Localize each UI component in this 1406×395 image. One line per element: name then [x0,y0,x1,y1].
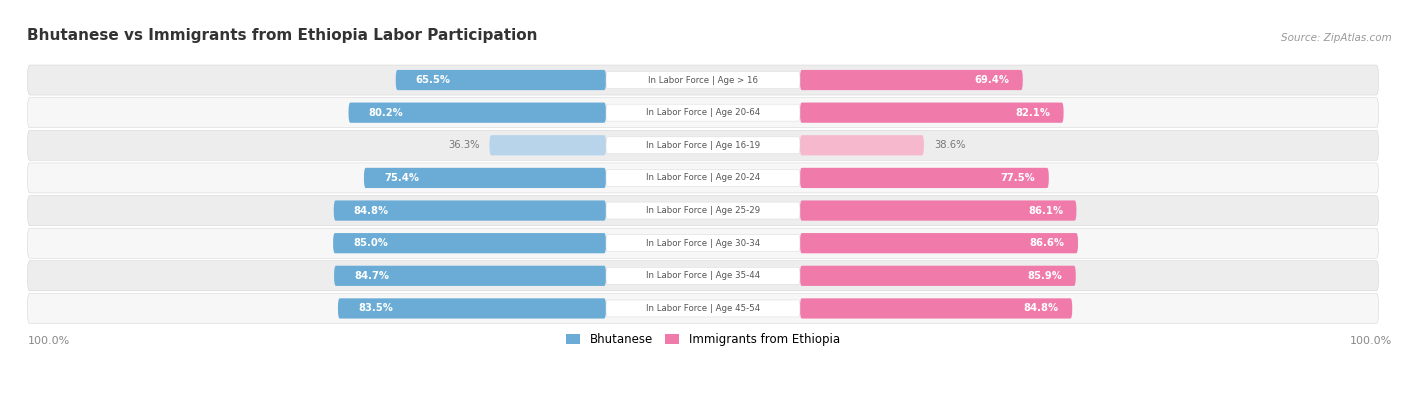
Text: 85.9%: 85.9% [1028,271,1063,281]
Text: In Labor Force | Age 25-29: In Labor Force | Age 25-29 [645,206,761,215]
Text: 38.6%: 38.6% [934,140,966,150]
FancyBboxPatch shape [333,233,606,253]
FancyBboxPatch shape [28,98,1378,128]
FancyBboxPatch shape [606,71,800,88]
FancyBboxPatch shape [28,65,1378,95]
Text: 75.4%: 75.4% [384,173,419,183]
FancyBboxPatch shape [28,196,1378,226]
FancyBboxPatch shape [349,103,606,123]
FancyBboxPatch shape [606,169,800,186]
Text: In Labor Force | Age > 16: In Labor Force | Age > 16 [648,75,758,85]
Text: In Labor Force | Age 16-19: In Labor Force | Age 16-19 [645,141,761,150]
FancyBboxPatch shape [364,168,606,188]
FancyBboxPatch shape [800,70,1022,90]
Text: 100.0%: 100.0% [28,336,70,346]
FancyBboxPatch shape [606,104,800,121]
FancyBboxPatch shape [606,267,800,284]
FancyBboxPatch shape [333,200,606,221]
Text: 69.4%: 69.4% [974,75,1010,85]
Text: 65.5%: 65.5% [416,75,451,85]
Text: 100.0%: 100.0% [1350,336,1392,346]
Text: 77.5%: 77.5% [1001,173,1035,183]
FancyBboxPatch shape [335,266,606,286]
FancyBboxPatch shape [489,135,606,155]
FancyBboxPatch shape [28,261,1378,291]
Text: 86.6%: 86.6% [1029,238,1064,248]
Text: 83.5%: 83.5% [359,303,392,314]
Text: 85.0%: 85.0% [353,238,388,248]
FancyBboxPatch shape [800,266,1076,286]
Text: Source: ZipAtlas.com: Source: ZipAtlas.com [1281,34,1392,43]
FancyBboxPatch shape [800,135,924,155]
Text: 82.1%: 82.1% [1015,108,1050,118]
Text: 84.8%: 84.8% [354,205,389,216]
FancyBboxPatch shape [606,235,800,252]
Text: 84.8%: 84.8% [1024,303,1059,314]
FancyBboxPatch shape [28,293,1378,324]
Text: 80.2%: 80.2% [368,108,404,118]
FancyBboxPatch shape [28,130,1378,160]
FancyBboxPatch shape [395,70,606,90]
FancyBboxPatch shape [800,298,1073,318]
FancyBboxPatch shape [800,103,1063,123]
Text: 86.1%: 86.1% [1028,205,1063,216]
Text: In Labor Force | Age 45-54: In Labor Force | Age 45-54 [645,304,761,313]
Legend: Bhutanese, Immigrants from Ethiopia: Bhutanese, Immigrants from Ethiopia [561,328,845,351]
Text: 36.3%: 36.3% [449,140,479,150]
FancyBboxPatch shape [337,298,606,318]
FancyBboxPatch shape [606,137,800,154]
Text: In Labor Force | Age 30-34: In Labor Force | Age 30-34 [645,239,761,248]
FancyBboxPatch shape [606,202,800,219]
Text: In Labor Force | Age 35-44: In Labor Force | Age 35-44 [645,271,761,280]
Text: In Labor Force | Age 20-24: In Labor Force | Age 20-24 [645,173,761,182]
Text: Bhutanese vs Immigrants from Ethiopia Labor Participation: Bhutanese vs Immigrants from Ethiopia La… [28,28,538,43]
FancyBboxPatch shape [606,300,800,317]
Text: In Labor Force | Age 20-64: In Labor Force | Age 20-64 [645,108,761,117]
FancyBboxPatch shape [28,228,1378,258]
FancyBboxPatch shape [800,200,1077,221]
FancyBboxPatch shape [800,233,1078,253]
FancyBboxPatch shape [800,168,1049,188]
Text: 84.7%: 84.7% [354,271,389,281]
FancyBboxPatch shape [28,163,1378,193]
